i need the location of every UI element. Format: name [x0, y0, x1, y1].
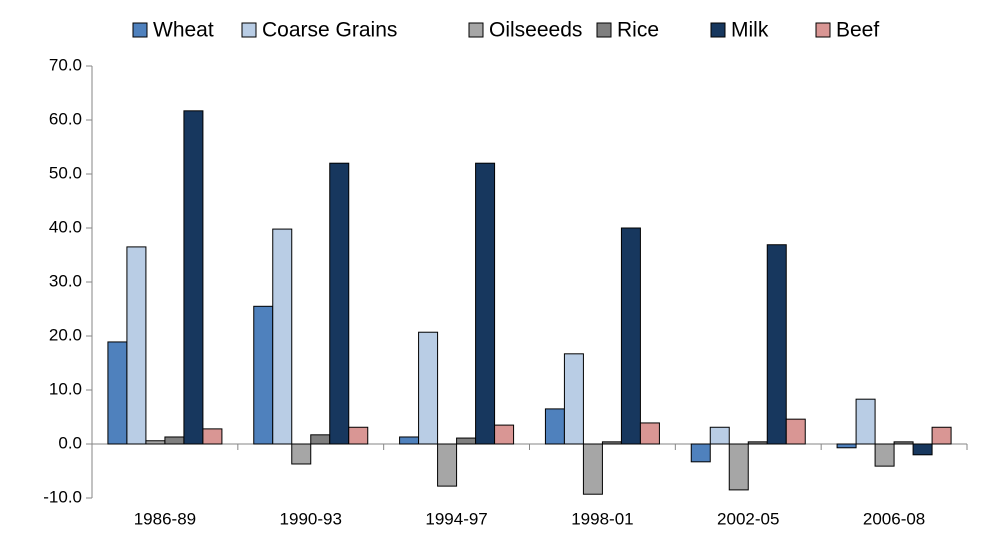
legend-label: Oilseeeds	[489, 19, 582, 42]
bar	[272, 228, 293, 445]
bar	[912, 443, 933, 456]
bar	[418, 331, 439, 445]
y-tick-label: 50.0	[49, 163, 82, 182]
y-tick-label: -10.0	[43, 487, 82, 506]
bar	[544, 408, 565, 445]
legend-swatch	[241, 22, 257, 38]
legend-label: Wheat	[153, 19, 214, 42]
bar	[728, 443, 749, 491]
bar	[747, 441, 768, 445]
bar	[291, 443, 312, 465]
legend-label: Rice	[617, 19, 659, 42]
bar	[126, 246, 147, 445]
y-tick-label: 20.0	[49, 325, 82, 344]
bar	[107, 341, 128, 445]
bar	[399, 436, 420, 445]
bar	[475, 162, 496, 445]
y-tick-label: 30.0	[49, 271, 82, 290]
x-tick-label: 2006-08	[863, 509, 925, 528]
bar	[253, 305, 274, 445]
legend-swatch	[815, 22, 831, 38]
y-tick-label: 40.0	[49, 217, 82, 236]
bar	[563, 353, 584, 445]
y-tick-label: 60.0	[49, 109, 82, 128]
bar	[639, 422, 660, 445]
bar	[931, 426, 952, 445]
bar	[456, 437, 477, 445]
legend-label: Beef	[836, 19, 879, 42]
bar	[582, 443, 603, 495]
bar	[183, 110, 204, 445]
bar	[437, 443, 458, 487]
y-tick-label: 0.0	[58, 433, 82, 452]
legend-swatch	[710, 22, 726, 38]
bar	[202, 428, 223, 445]
bar	[164, 436, 185, 445]
bar	[785, 418, 806, 445]
y-tick-label: 70.0	[49, 55, 82, 74]
x-tick-label: 1990-93	[280, 509, 342, 528]
x-tick-label: 1986-89	[134, 509, 196, 528]
y-tick-label: 10.0	[49, 379, 82, 398]
legend-swatch	[468, 22, 484, 38]
bar	[620, 227, 641, 445]
bar	[329, 162, 350, 445]
x-tick-label: 2002-05	[717, 509, 779, 528]
bar	[348, 426, 369, 445]
bar	[310, 434, 331, 445]
bar	[601, 441, 622, 445]
x-tick-label: 1998-01	[571, 509, 633, 528]
bar	[494, 424, 515, 445]
bar	[145, 440, 166, 445]
legend-swatch	[596, 22, 612, 38]
bar	[690, 443, 711, 463]
bar	[893, 441, 914, 445]
legend-swatch	[132, 22, 148, 38]
bar	[836, 443, 857, 449]
x-tick-label: 1994-97	[425, 509, 487, 528]
bar	[874, 443, 895, 467]
legend-label: Coarse Grains	[262, 19, 397, 42]
bar	[766, 244, 787, 445]
legend-label: Milk	[731, 19, 769, 42]
bar	[855, 398, 876, 445]
bar	[709, 426, 730, 445]
